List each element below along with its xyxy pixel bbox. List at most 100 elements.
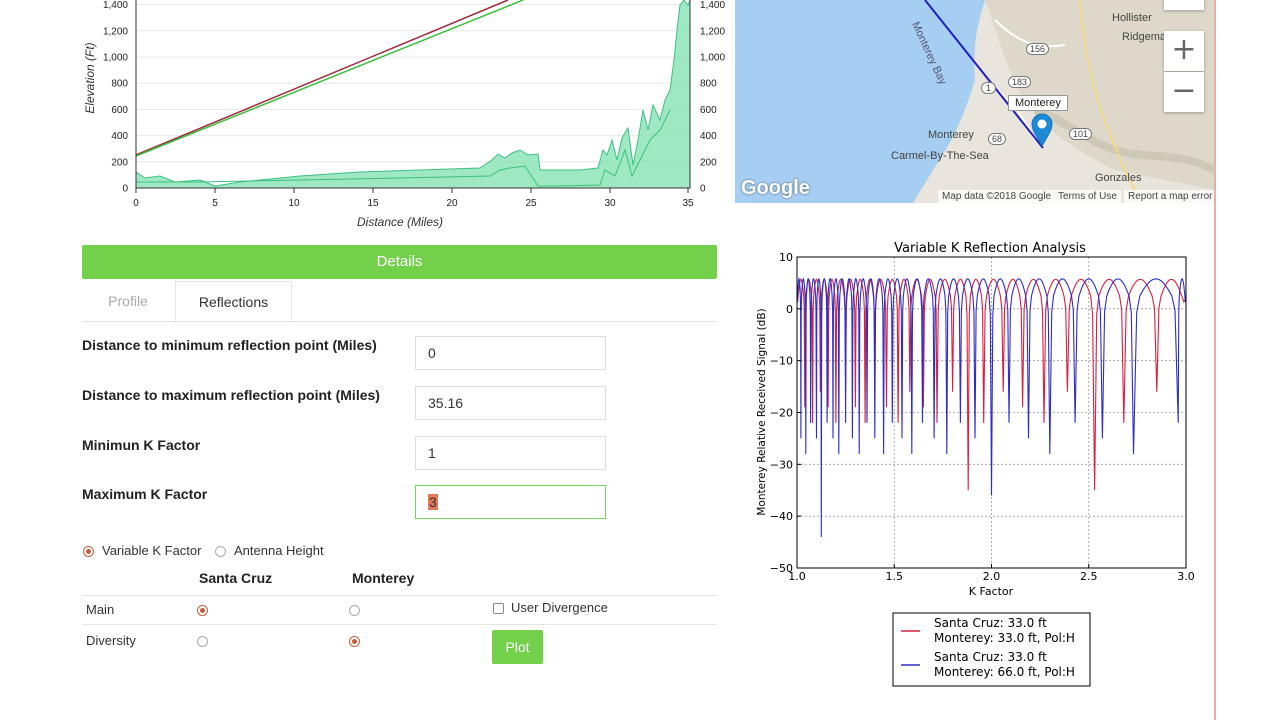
elevation-x-tick-label: 25 [525, 198, 537, 209]
elevation-y-tick-label-right: 800 [700, 79, 717, 90]
elevation-x-tick-label: 35 [682, 198, 694, 209]
line-of-sight-lower [135, 0, 524, 157]
google-logo: Google [741, 177, 810, 199]
min-reflection-distance-input[interactable]: 0 [415, 336, 606, 370]
chart-x-tick-label: 1.5 [886, 570, 904, 583]
elevation-y-axis-label: Elevation (Ft) [83, 42, 97, 113]
line-of-sight-upper [135, 0, 509, 156]
max-reflection-distance-label: Distance to maximum reflection point (Mi… [82, 387, 380, 403]
reflection-analysis-chart: Variable K Reflection Analysis 1.0 1.5 2.0… [756, 241, 1195, 687]
legend-entry-1-line1: Santa Cruz: 33.0 ft [934, 616, 1047, 630]
elevation-y-tick-label: 1,400 [103, 0, 128, 11]
right-margin [1216, 0, 1280, 720]
map-label-monterey: Monterey [928, 129, 974, 141]
legend-entry-1-line2: Monterey: 33.0 ft, Pol:H [934, 631, 1075, 645]
elevation-y-tick-label-right: 200 [700, 157, 717, 168]
fresnel-lower-line [136, 109, 671, 187]
tab-reflections[interactable]: Reflections [175, 281, 292, 323]
radio-main-santa-cruz[interactable] [197, 605, 208, 616]
elevation-y-tick-label-right: 400 [700, 131, 717, 142]
road-shield-68: 68 [988, 133, 1007, 145]
variable-k-factor-label: Variable K Factor [102, 543, 202, 558]
terrain-profile-area [135, 0, 691, 189]
row-label-main: Main [86, 602, 115, 617]
elevation-x-tick-label: 10 [288, 198, 300, 209]
elevation-y-tick-label: 0 [122, 184, 128, 195]
radio-antenna-height[interactable] [215, 546, 226, 557]
elevation-y-tick-label-right: 1,200 [700, 26, 725, 37]
radio-diversity-santa-cruz[interactable] [197, 636, 208, 647]
road-shield-1: 1 [981, 82, 997, 94]
elevation-y-tick-label: 200 [111, 157, 128, 168]
min-k-factor-input[interactable]: 1 [415, 436, 606, 470]
elevation-y-tick-label-right: 600 [700, 105, 717, 116]
right-border [1214, 0, 1216, 720]
min-k-factor-label: Minimun K Factor [82, 437, 201, 453]
max-reflection-distance-input[interactable]: 35.16 [415, 386, 606, 420]
map-terms-link[interactable]: Terms of Use [1054, 190, 1121, 203]
user-divergence-checkbox[interactable] [493, 603, 504, 614]
radio-main-monterey[interactable] [349, 605, 360, 616]
chart-x-tick-label: 2.5 [1080, 570, 1098, 583]
map-zoom-in-button[interactable]: + [1164, 31, 1204, 71]
radio-diversity-monterey[interactable] [349, 636, 360, 647]
chart-y-axis-label: Monterey Relative Received Signal (dB) [756, 308, 768, 515]
max-k-factor-value: 3 [428, 494, 438, 510]
map-data-attribution: Map data ©2018 Google [938, 190, 1056, 203]
chart-y-tick-label: −50 [770, 562, 793, 575]
chart-y-tick-label: −20 [770, 407, 793, 420]
table-row-divider [82, 624, 717, 625]
legend-entry-2-line2: Monterey: 66.0 ft, Pol:H [934, 665, 1075, 679]
road-shield-101: 101 [1069, 128, 1093, 140]
elevation-x-tick-label: 0 [133, 198, 139, 209]
elevation-y-tick-label: 800 [111, 79, 128, 90]
chart-x-tick-label: 1.0 [788, 570, 806, 583]
chart-x-tick-label: 2.0 [983, 570, 1001, 583]
elevation-y-tick-label-right: 1,400 [700, 0, 725, 11]
map-label-ridgemark: Ridgema [1122, 31, 1167, 43]
map-marker-icon[interactable] [1031, 113, 1053, 147]
chart-series-line-2 [796, 277, 1187, 537]
details-button[interactable]: Details [82, 245, 717, 279]
elevation-x-tick-label: 20 [446, 198, 458, 209]
chart-x-tick-label: 3.0 [1177, 570, 1195, 583]
road-shield-183: 183 [1008, 76, 1032, 88]
chart-y-tick-label: 0 [786, 303, 793, 316]
chart-y-tick-label: −30 [770, 458, 793, 471]
map-view[interactable]: Hollister Ridgema Monterey Bay Monterey … [735, 0, 1215, 203]
row-label-diversity: Diversity [86, 633, 136, 648]
map-zoom-out-button[interactable]: − [1164, 72, 1204, 112]
max-k-factor-label: Maximum K Factor [82, 486, 208, 502]
chart-y-tick-label: 10 [779, 251, 793, 264]
max-k-factor-input[interactable]: 3 [415, 485, 606, 519]
antenna-height-label: Antenna Height [234, 543, 324, 558]
chart-title: Variable K Reflection Analysis [894, 241, 1086, 256]
elevation-y-tick-label-right: 0 [700, 184, 706, 195]
plot-button[interactable]: Plot [492, 630, 543, 664]
road-shield-156: 156 [1026, 43, 1050, 55]
chart-x-axis-label: K Factor [969, 585, 1014, 598]
tab-profile[interactable]: Profile [108, 293, 148, 309]
elevation-y-tick-label: 600 [111, 105, 128, 116]
column-monterey: Monterey [352, 570, 415, 586]
legend-entry-2-line1: Santa Cruz: 33.0 ft [934, 650, 1047, 664]
radio-variable-k-factor[interactable] [83, 546, 94, 557]
elevation-y-tick-label: 400 [111, 131, 128, 142]
elevation-x-tick-label: 5 [212, 198, 218, 209]
chart-y-tick-label: −40 [770, 510, 793, 523]
elevation-y-tick-label: 1,200 [103, 26, 128, 37]
elevation-x-axis-label: Distance (Miles) [357, 215, 443, 229]
elevation-y-tick-label-right: 1,000 [700, 53, 725, 64]
column-santa-cruz: Santa Cruz [199, 570, 273, 586]
map-fullscreen-button[interactable] [1164, 0, 1204, 10]
min-reflection-distance-label: Distance to minimum reflection point (Mi… [82, 337, 377, 353]
chart-legend [892, 612, 1091, 687]
map-label-carmel: Carmel-By-The-Sea [891, 150, 989, 162]
chart-y-tick-label: −10 [770, 355, 793, 368]
map-label-gonzales: Gonzales [1095, 172, 1142, 184]
map-marker-label: Monterey [1008, 95, 1068, 111]
user-divergence-label: User Divergence [511, 600, 608, 615]
elevation-x-tick-label: 15 [367, 198, 379, 209]
map-report-error-link[interactable]: Report a map error [1124, 190, 1217, 203]
